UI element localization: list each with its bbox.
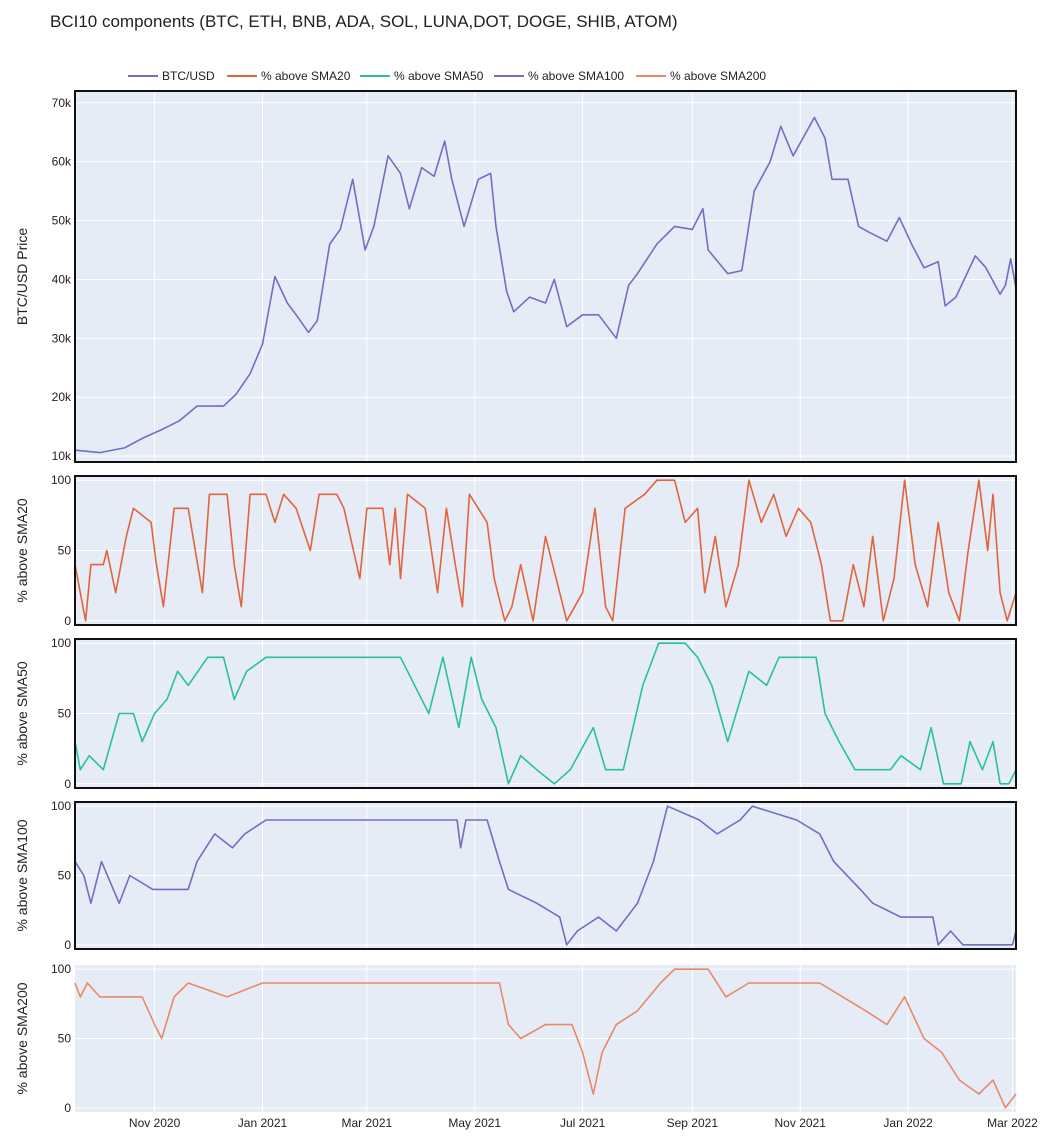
plot-frame (74, 638, 1017, 789)
y-tick-label: 50 (58, 544, 72, 558)
legend-label: % above SMA200 (670, 69, 766, 83)
series-line (74, 805, 1017, 946)
y-tick-label: 60k (52, 155, 72, 169)
y-tick-label: 100 (51, 962, 71, 976)
series-line (74, 479, 1017, 622)
y-axis-label: % above SMA200 (14, 982, 30, 1094)
legend-item: % above SMA200 (636, 69, 766, 83)
chart-title: BCI10 components (BTC, ETH, BNB, ADA, SO… (50, 12, 678, 31)
y-tick-label: 100 (51, 799, 71, 813)
y-tick-label: 70k (52, 96, 72, 110)
y-tick-label: 20k (52, 390, 72, 404)
x-tick-label: Mar 2022 (987, 1116, 1038, 1130)
plot-frame (74, 475, 1017, 626)
y-tick-label: 50k (52, 214, 72, 228)
x-tick-label: Nov 2020 (129, 1116, 181, 1130)
y-axis-label: BTC/USD Price (14, 228, 30, 325)
y-tick-label: 0 (64, 614, 71, 628)
y-tick-label: 0 (64, 1101, 71, 1115)
y-tick-label: 100 (51, 636, 71, 650)
y-tick-label: 10k (52, 449, 72, 463)
y-tick-label: 50 (58, 707, 72, 721)
legend-item: % above SMA100 (494, 69, 624, 83)
y-tick-label: 100 (51, 473, 71, 487)
y-tick-label: 0 (64, 938, 71, 952)
legend-label: % above SMA50 (394, 69, 484, 83)
plot-frame (74, 801, 1017, 950)
x-tick-label: Sep 2021 (667, 1116, 719, 1130)
plot-frame (74, 90, 1017, 463)
y-tick-label: 50 (58, 869, 72, 883)
series-line (74, 968, 1017, 1109)
legend-label: % above SMA20 (261, 69, 351, 83)
series-line (74, 642, 1017, 785)
legend-label: % above SMA100 (528, 69, 624, 83)
x-tick-label: Jan 2021 (238, 1116, 288, 1130)
x-tick-label: Jan 2022 (883, 1116, 933, 1130)
y-axis-label: % above SMA50 (14, 661, 30, 765)
legend-item: BTC/USD (128, 69, 215, 83)
y-tick-label: 50 (58, 1032, 72, 1046)
legend-label: BTC/USD (162, 69, 215, 83)
x-tick-label: May 2021 (448, 1116, 501, 1130)
y-tick-label: 30k (52, 331, 72, 345)
x-tick-label: Mar 2021 (341, 1116, 392, 1130)
series-line (74, 116, 1017, 454)
plot-background (75, 91, 1016, 462)
y-axis-label: % above SMA20 (14, 498, 30, 602)
legend-item: % above SMA20 (227, 69, 351, 83)
y-tick-label: 0 (64, 777, 71, 791)
legend-item: % above SMA50 (360, 69, 484, 83)
y-axis-label: % above SMA100 (14, 819, 30, 931)
x-tick-label: Jul 2021 (560, 1116, 606, 1130)
x-tick-label: Nov 2021 (775, 1116, 827, 1130)
y-tick-label: 40k (52, 272, 72, 286)
